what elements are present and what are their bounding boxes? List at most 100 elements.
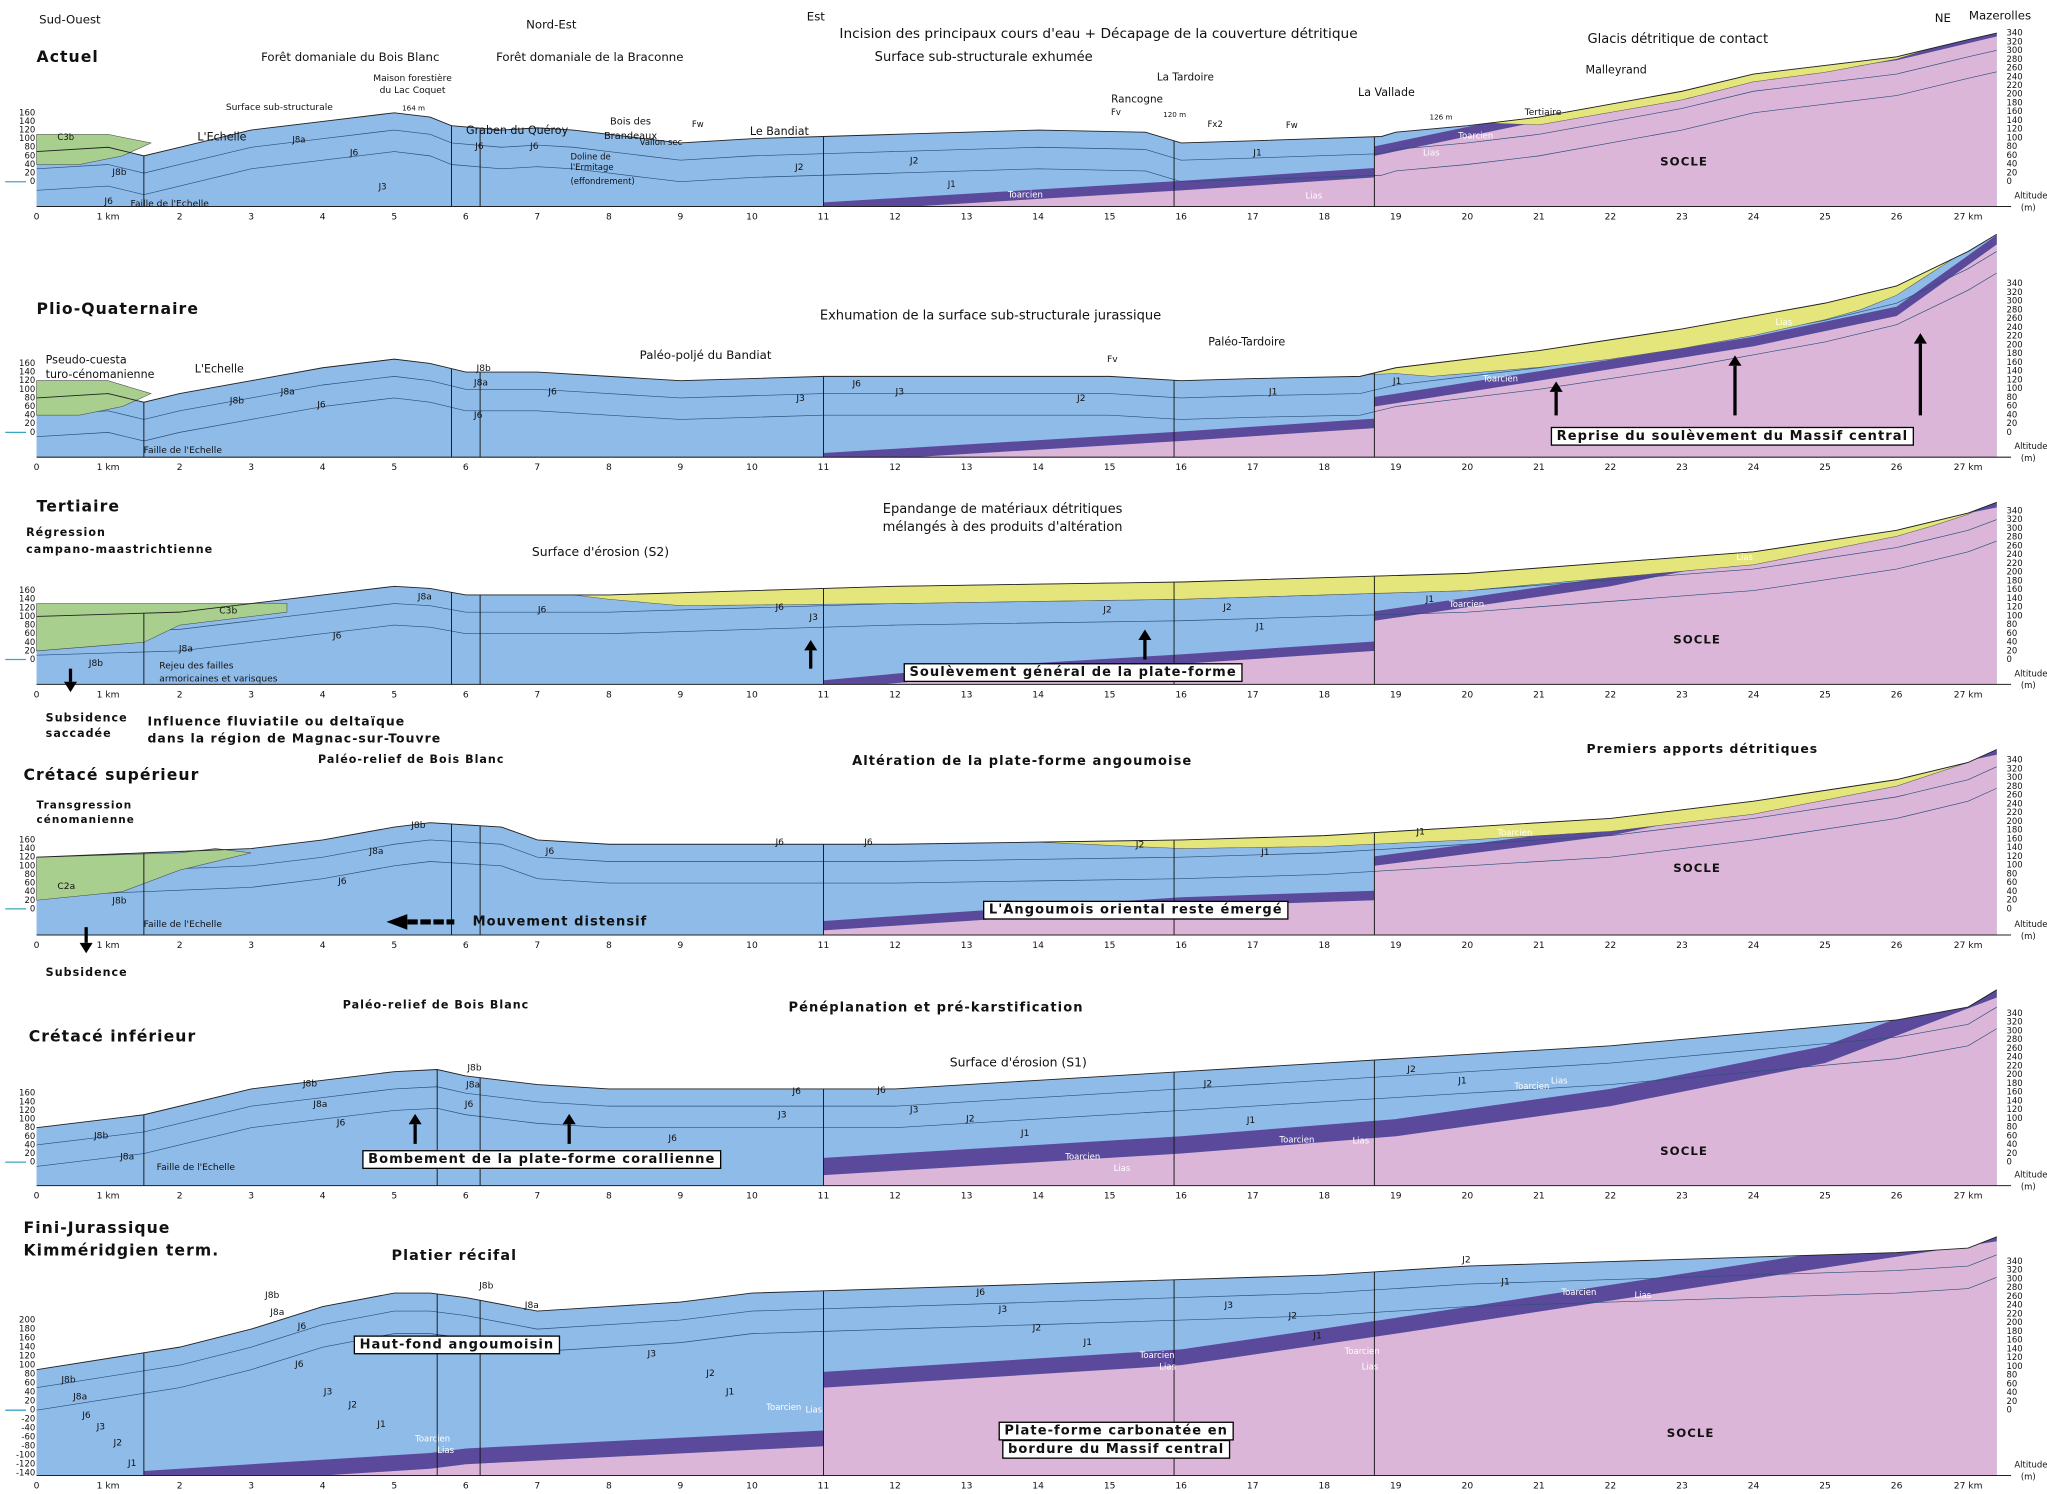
label: Toarcien — [1457, 131, 1493, 141]
label: Incision des principaux cours d'eau + Dé… — [839, 26, 1357, 42]
right-tick-label: 280 — [2007, 532, 2023, 542]
left-tick-label: 200 — [19, 1315, 35, 1325]
label-box — [362, 1150, 722, 1169]
label: J6 — [976, 1288, 986, 1298]
label: J6 — [545, 847, 555, 857]
km-label: 2 — [177, 690, 183, 700]
right-tick-label: 260 — [2007, 790, 2023, 800]
km-label: 20 — [1462, 1481, 1474, 1491]
right-tick-label: 120 — [2007, 1104, 2023, 1114]
km-label: 6 — [463, 1481, 469, 1491]
label: du Lac Coquet — [380, 86, 446, 96]
label: J2 — [909, 156, 918, 166]
label: J6 — [791, 1087, 801, 1097]
km-label: 24 — [1748, 1481, 1760, 1491]
label: J8b — [302, 1079, 317, 1089]
left-tick-label: 140 — [19, 367, 35, 377]
socle — [823, 234, 1997, 458]
label: J6 — [774, 603, 784, 613]
right-tick-label: 20 — [2007, 418, 2018, 428]
right-tick-label: 100 — [2007, 860, 2023, 870]
label: J2 — [1076, 394, 1086, 404]
left-tick-label: 140 — [19, 1342, 35, 1352]
right-tick-label: 80 — [2007, 141, 2018, 151]
km-label: 22 — [1605, 1481, 1617, 1491]
label: Toarcien — [765, 1402, 801, 1412]
right-tick-label: 260 — [2007, 1291, 2023, 1301]
km-label: 7 — [534, 212, 540, 222]
right-tick-label: 180 — [2007, 825, 2023, 835]
left-tick-label: 60 — [24, 1131, 35, 1141]
altitude-unit: (m) — [2021, 1181, 2036, 1191]
right-tick-label: 180 — [2007, 575, 2023, 585]
label: J6 — [876, 1086, 886, 1096]
right-tick-label: 0 — [2007, 1157, 2012, 1167]
left-tick-label: 100 — [19, 384, 35, 394]
label: J8b — [60, 1376, 75, 1386]
label: J6 — [336, 1118, 346, 1128]
km-label: 13 — [961, 1192, 973, 1202]
right-tick-label: 300 — [2007, 45, 2023, 55]
label: J3 — [998, 1305, 1008, 1315]
km-label: 10 — [746, 1192, 758, 1202]
km-label: 26 — [1891, 941, 1903, 951]
km-label: 3 — [248, 1481, 254, 1491]
right-tick-label: 0 — [2007, 427, 2012, 437]
km-label: 21 — [1533, 1192, 1545, 1202]
label: J8b — [410, 821, 425, 831]
km-label: 10 — [746, 690, 758, 700]
km-label: 23 — [1676, 690, 1688, 700]
km-label: 20 — [1462, 941, 1474, 951]
left-tick-label: 20 — [24, 895, 35, 905]
label: J8b — [466, 1064, 481, 1074]
right-tick-label: 60 — [2007, 1378, 2018, 1388]
label: J1 — [1252, 149, 1262, 159]
label: Toarcien — [1482, 373, 1518, 383]
km-label: 9 — [678, 463, 684, 473]
label: J6 — [103, 197, 113, 207]
right-tick-label: 220 — [2007, 331, 2023, 341]
left-tick-label: -140 — [16, 1468, 35, 1478]
km-label: 5 — [391, 463, 397, 473]
km-label: 1 km — [97, 212, 120, 222]
label: Fini-Jurassique — [23, 1218, 170, 1237]
km-label: 0 — [34, 212, 40, 222]
km-label: 19 — [1390, 941, 1402, 951]
km-label: 7 — [534, 1481, 540, 1491]
left-tick-label: 120 — [19, 1105, 35, 1115]
left-tick-label: 20 — [24, 418, 35, 428]
section — [5, 989, 2012, 1187]
label: Rejeu des failles — [159, 662, 233, 672]
left-tick-label: 60 — [24, 1378, 35, 1388]
km-label: 10 — [746, 941, 758, 951]
boxed-label: bordure du Massif central — [1008, 1442, 1224, 1457]
right-tick-label: 260 — [2007, 313, 2023, 323]
km-label: 21 — [1533, 690, 1545, 700]
km-label: 20 — [1462, 690, 1474, 700]
label: Lias — [1551, 1076, 1568, 1086]
km-label: 5 — [391, 690, 397, 700]
left-tick-label: 140 — [19, 116, 35, 126]
altitude-label: Altitude — [2014, 668, 2047, 678]
label: J2 — [1102, 605, 1112, 615]
label: Faille de l'Echelle — [131, 199, 210, 209]
km-label: 10 — [746, 463, 758, 473]
label: Crétacé supérieur — [23, 765, 199, 784]
label: J1 — [376, 1420, 386, 1430]
label: Maison forestière — [373, 73, 452, 84]
right-tick-label: 200 — [2007, 1069, 2023, 1079]
label: Epandange de matériaux détritiques — [883, 502, 1123, 517]
section — [5, 32, 2012, 208]
km-label: 15 — [1104, 212, 1116, 222]
km-label: 27 km — [1954, 941, 1983, 951]
label: mélangés à des produits d'altération — [883, 520, 1123, 535]
km-label: 22 — [1605, 1192, 1617, 1202]
lias — [823, 749, 1997, 935]
label: Paléo-relief de Bois Blanc — [318, 753, 505, 766]
km-label: 4 — [320, 690, 326, 700]
left-tick-label: 120 — [19, 375, 35, 385]
label: Lias — [1159, 1362, 1176, 1372]
label: Lias — [1114, 1163, 1131, 1173]
km-label: 7 — [534, 690, 540, 700]
